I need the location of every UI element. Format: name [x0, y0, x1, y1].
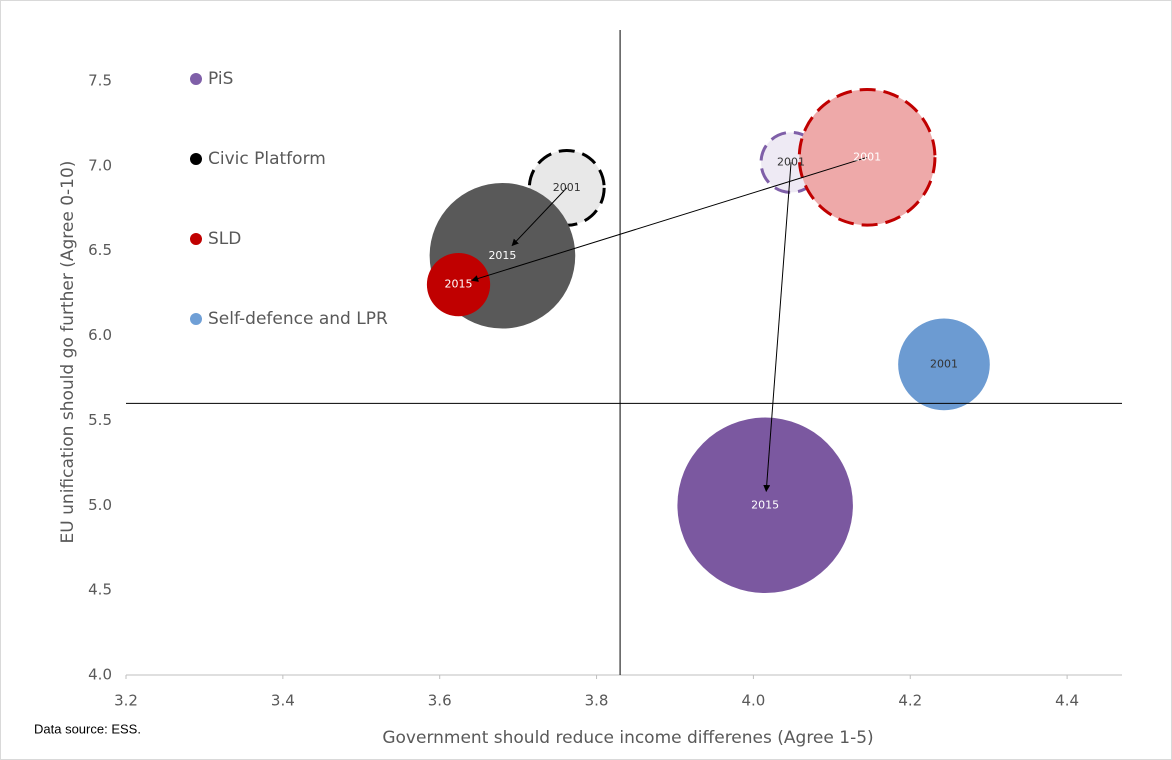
y-tick-label: 5.5	[88, 411, 112, 429]
x-tick-label: 4.2	[898, 692, 922, 710]
legend-marker	[190, 233, 202, 245]
legend-marker	[190, 313, 202, 325]
legend-label: Civic Platform	[208, 149, 326, 169]
bubble	[426, 252, 491, 317]
y-tick-label: 6.5	[88, 241, 112, 259]
y-tick-label: 7.5	[88, 71, 112, 89]
source-note: Data source: ESS.	[34, 721, 141, 736]
y-axis-title: EU unification should go further (Agree …	[58, 161, 78, 544]
bubble-label: 2001	[553, 181, 581, 194]
x-tick-label: 4.4	[1055, 692, 1079, 710]
bubble-label: 2015	[488, 249, 516, 262]
y-tick-label: 6.0	[88, 326, 112, 344]
trend-arrow	[511, 187, 568, 247]
x-tick-label: 4.0	[741, 692, 765, 710]
legend-label: PiS	[208, 69, 233, 89]
bubble-label: 2001	[777, 155, 805, 168]
x-tick-label: 3.6	[428, 692, 452, 710]
x-tick-label: 3.4	[271, 692, 295, 710]
bubble	[898, 318, 990, 411]
bubble-label: 2001	[853, 150, 881, 163]
trend-arrow	[471, 156, 868, 282]
x-tick-label: 3.8	[585, 692, 609, 710]
legend-marker	[190, 73, 202, 85]
bubble-label: 2001	[930, 357, 958, 370]
bubble	[677, 417, 853, 594]
legend-label: SLD	[208, 229, 241, 249]
y-tick-label: 4.0	[88, 666, 112, 684]
y-tick-label: 4.5	[88, 581, 112, 599]
x-axis-title: Government should reduce income differen…	[382, 728, 873, 748]
trend-arrow	[763, 162, 792, 493]
bubble-label: 2015	[445, 278, 473, 291]
legend-marker	[190, 153, 202, 165]
x-tick-label: 3.2	[114, 692, 138, 710]
y-tick-label: 5.0	[88, 496, 112, 514]
bubble-label: 2015	[751, 498, 779, 511]
legend-label: Self-defence and LPR	[208, 309, 388, 329]
y-tick-label: 7.0	[88, 156, 112, 174]
